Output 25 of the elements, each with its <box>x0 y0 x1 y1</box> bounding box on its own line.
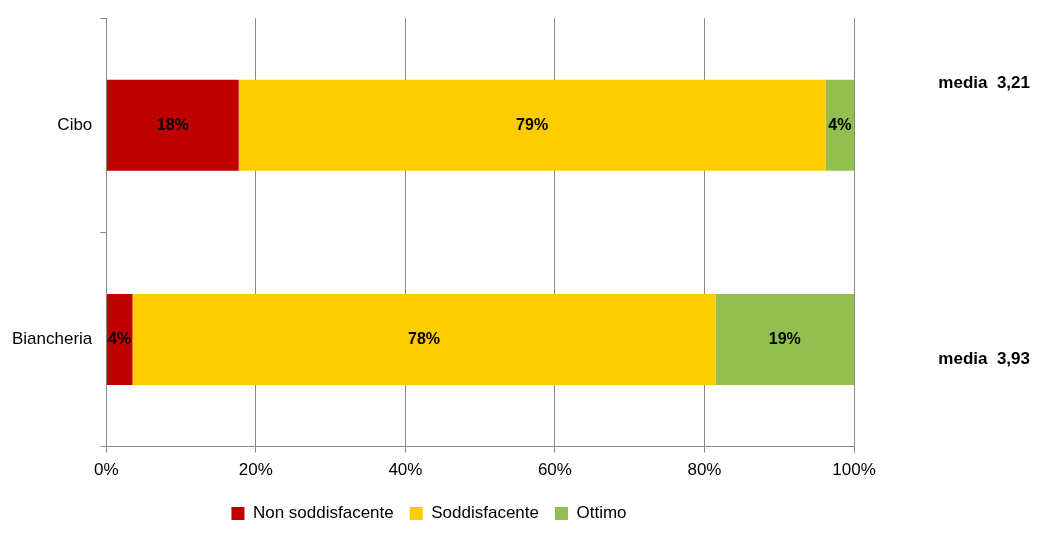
x-tick-label: 100% <box>832 460 876 480</box>
data-label: 19% <box>768 329 801 347</box>
bar <box>132 293 716 386</box>
x-tick-label: 60% <box>537 460 572 480</box>
y-tick-label: Biancheria <box>12 329 93 349</box>
legend-label: Soddisfacente <box>431 503 539 523</box>
bar <box>106 79 239 171</box>
text: media 3,93 <box>938 349 1030 369</box>
text: media 3,21 <box>938 72 1030 92</box>
x-tick-label: 20% <box>238 460 273 480</box>
data-label: 4% <box>108 329 132 347</box>
legend-label: Ottimo <box>576 503 627 523</box>
bar <box>715 293 854 386</box>
data-label: 18% <box>156 115 189 133</box>
y-tick-label: Cibo <box>57 114 93 134</box>
data-label: 4% <box>828 115 852 133</box>
x-tick-label: 80% <box>687 460 722 480</box>
data-label: 78% <box>408 329 441 347</box>
bar <box>238 79 826 171</box>
bar <box>106 293 133 386</box>
bar <box>825 79 854 171</box>
x-tick-label: 40% <box>388 460 423 480</box>
data-label: 79% <box>516 115 549 133</box>
x-tick-label: 0% <box>94 460 119 480</box>
legend-label: Non soddisfacente <box>252 503 394 523</box>
